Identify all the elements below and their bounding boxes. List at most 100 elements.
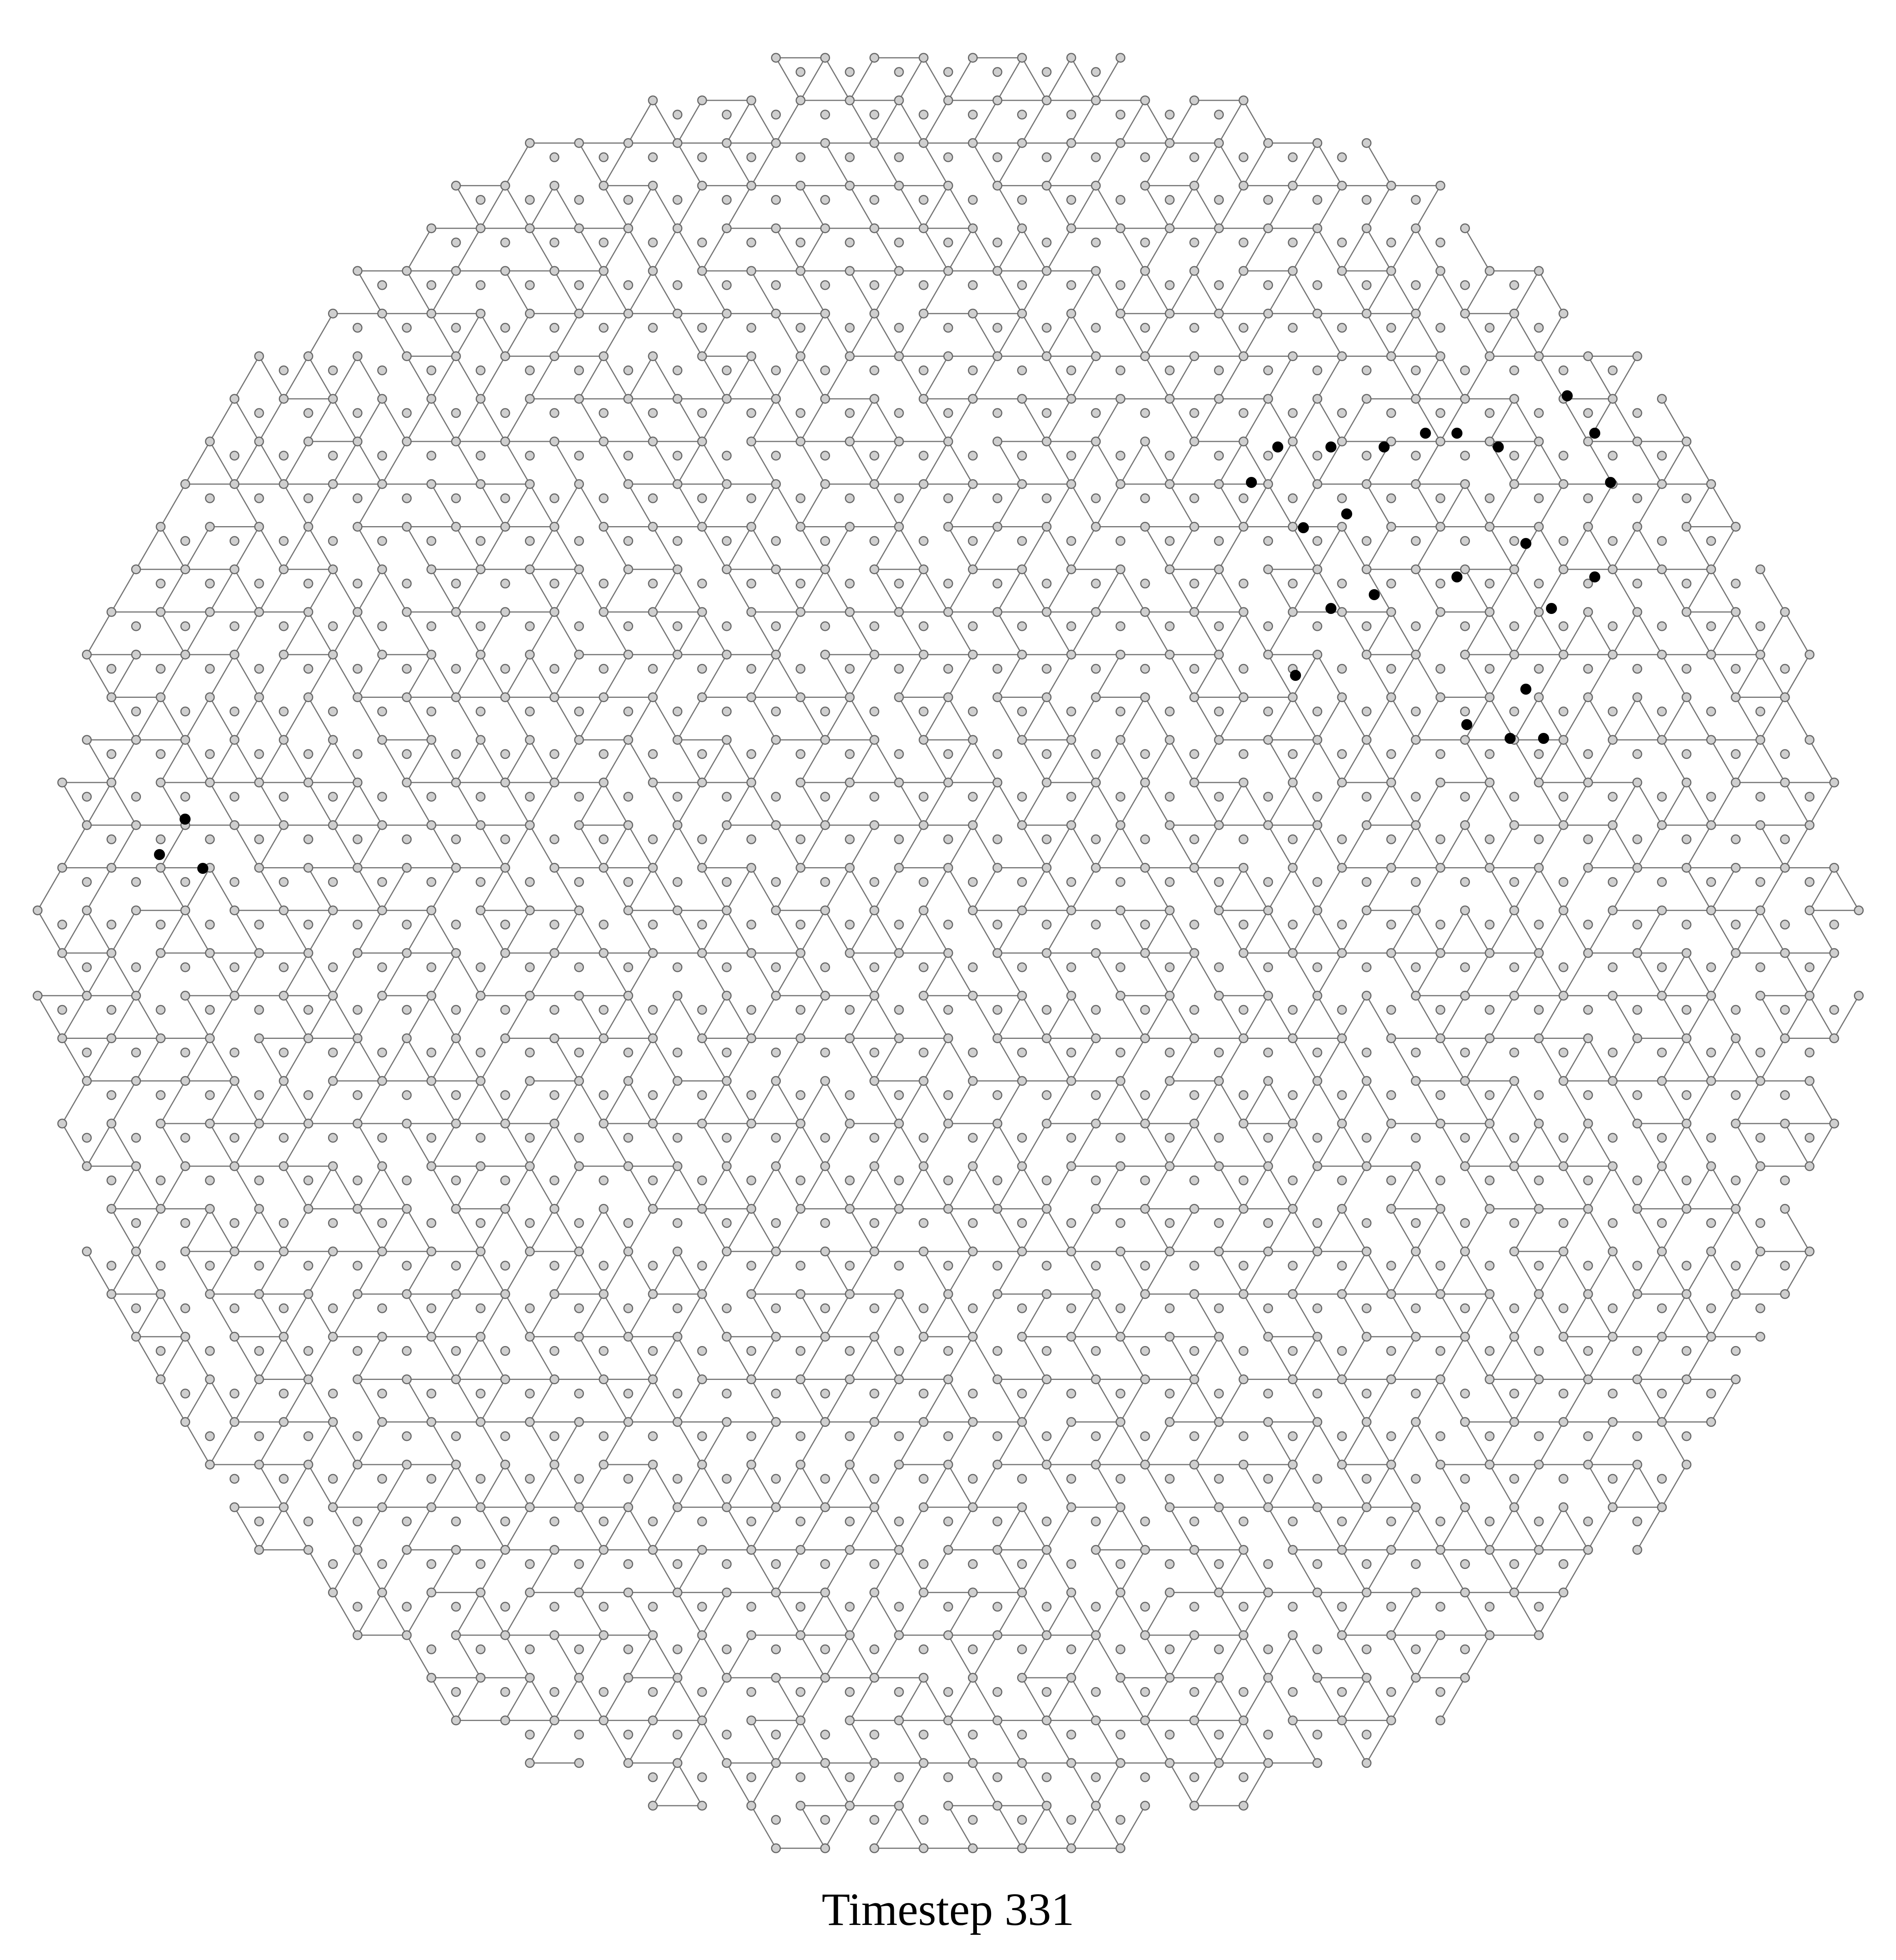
cell-node	[574, 1644, 584, 1654]
vertex-node	[1189, 1801, 1199, 1811]
vertex-node	[722, 820, 732, 830]
cell-node	[722, 195, 732, 205]
cell-node	[943, 1090, 953, 1100]
vertex-node	[722, 1161, 732, 1171]
cell-node	[1657, 1133, 1667, 1143]
vertex-node	[279, 735, 289, 745]
vertex-node	[254, 1545, 264, 1555]
vertex-node	[1632, 777, 1642, 788]
cell-node	[746, 1175, 756, 1185]
vertex-node	[648, 522, 658, 532]
vertex-node	[869, 905, 879, 916]
cell-node	[1780, 664, 1790, 674]
cell-node	[1238, 237, 1249, 248]
cell-node	[1435, 1261, 1446, 1271]
cell-node	[1435, 1346, 1446, 1356]
vertex-node	[1238, 692, 1249, 702]
cell-node	[795, 323, 806, 333]
vertex-node	[1681, 948, 1692, 958]
vertex-node	[254, 1374, 264, 1384]
cell-node	[771, 280, 781, 290]
cell-node	[1559, 1559, 1568, 1569]
cell-node	[57, 920, 67, 930]
cell-node	[549, 493, 560, 503]
vertex-node	[1362, 1758, 1371, 1768]
cell-node	[156, 834, 166, 844]
cell-node	[328, 536, 338, 546]
vertex-node	[1165, 735, 1175, 745]
cell-node	[476, 1048, 486, 1058]
active-node	[180, 814, 191, 825]
vertex-node	[1214, 1076, 1224, 1086]
cell-node	[1632, 1090, 1642, 1100]
vertex-node	[1362, 1417, 1371, 1427]
vertex-node	[722, 1587, 732, 1598]
vertex-node	[1755, 1161, 1765, 1171]
vertex-node	[328, 1502, 338, 1512]
active-node	[197, 863, 208, 874]
cell-node	[1337, 408, 1347, 418]
cell-node	[1263, 1644, 1273, 1654]
vertex-node	[1042, 948, 1052, 958]
cell-node	[279, 1048, 289, 1058]
cell-node	[1042, 834, 1052, 844]
cell-node	[525, 1218, 535, 1228]
cell-node	[992, 749, 1003, 759]
vertex-node	[1066, 1417, 1076, 1427]
vertex-node	[722, 564, 732, 575]
vertex-node	[1411, 223, 1421, 234]
cell-node	[1288, 493, 1298, 503]
vertex-node	[1140, 863, 1150, 873]
vertex-node	[451, 266, 461, 276]
vertex-node	[746, 777, 756, 788]
vertex-node	[1657, 1161, 1667, 1171]
vertex-node	[648, 266, 658, 276]
vertex-node	[402, 1204, 412, 1214]
cell-node	[1288, 1346, 1298, 1356]
cell-node	[1780, 1261, 1790, 1271]
vertex-node	[1337, 522, 1347, 532]
vertex-node	[82, 820, 92, 830]
cell-node	[180, 1303, 190, 1313]
vertex-node	[1238, 180, 1249, 191]
vertex-node	[599, 266, 609, 276]
vertex-node	[1435, 863, 1446, 873]
cell-node	[673, 1133, 682, 1143]
vertex-node	[254, 692, 264, 702]
vertex-node	[1165, 990, 1175, 1001]
cell-node	[1780, 920, 1790, 930]
vertex-node	[869, 53, 879, 63]
vertex-node	[1411, 649, 1421, 660]
vertex-node	[1017, 1843, 1027, 1853]
vertex-node	[1780, 1033, 1790, 1043]
cell-node	[919, 877, 929, 887]
vertex-node	[1657, 735, 1667, 745]
vertex-node	[1017, 564, 1027, 575]
cell-node	[623, 280, 633, 290]
vertex-node	[1312, 1076, 1322, 1086]
cell-node	[1509, 962, 1519, 972]
vertex-node	[992, 522, 1003, 532]
cell-node	[1485, 1090, 1495, 1100]
vertex-node	[476, 394, 486, 404]
vertex-node	[599, 1289, 609, 1299]
cell-node	[279, 536, 289, 546]
vertex-node	[1288, 692, 1298, 702]
vertex-node	[820, 53, 830, 63]
vertex-node	[1214, 735, 1224, 745]
vertex-node	[1165, 1331, 1175, 1342]
cell-node	[156, 1346, 166, 1356]
cell-node	[673, 1559, 682, 1569]
vertex-node	[574, 1076, 584, 1086]
vertex-node	[1411, 394, 1421, 404]
cell-node	[549, 1602, 560, 1612]
cell-node	[82, 792, 92, 802]
cell-node	[1632, 920, 1642, 930]
cell-node	[1411, 451, 1421, 461]
active-node	[1538, 733, 1549, 744]
cell-node	[451, 493, 461, 503]
cell-node	[1362, 706, 1371, 717]
vertex-node	[1411, 820, 1421, 830]
cell-node	[303, 1516, 313, 1526]
cell-node	[1657, 536, 1667, 546]
